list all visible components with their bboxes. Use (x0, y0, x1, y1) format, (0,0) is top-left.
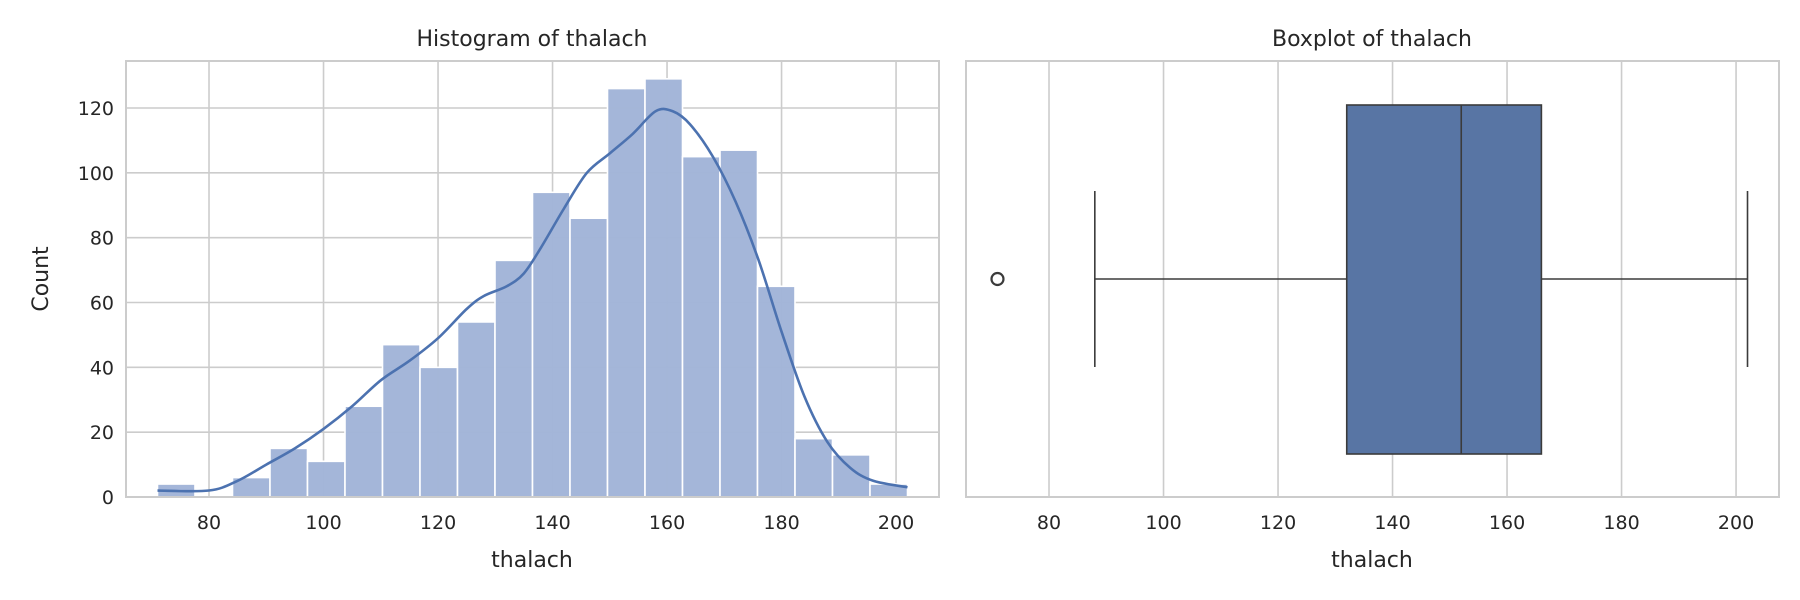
histogram-x-tick-label: 80 (197, 512, 221, 534)
histogram-bar (644, 78, 684, 498)
histogram-y-ticks: 0 20 40 60 80 100 120 (78, 98, 114, 509)
histogram-x-label: thalach (491, 548, 573, 573)
histogram-bars (156, 78, 909, 498)
histogram-y-label: Count (29, 246, 54, 312)
histogram-y-tick-label: 0 (102, 487, 114, 509)
histogram-y-tick-label: 60 (90, 293, 114, 315)
histogram-x-tick-label: 120 (420, 512, 456, 534)
histogram-x-tick-label: 180 (763, 512, 799, 534)
histogram-y-tick-label: 100 (78, 163, 114, 185)
histogram-y-tick-label: 120 (78, 98, 114, 120)
histogram-bar (344, 405, 384, 498)
histogram-bar (306, 460, 346, 498)
boxplot-x-label: thalach (1331, 548, 1413, 573)
boxplot-elements (990, 104, 1749, 455)
boxplot-box (1345, 104, 1543, 455)
histogram-bar (756, 285, 796, 498)
histogram-bar (269, 447, 309, 498)
histogram-bar (681, 155, 721, 498)
boxplot-x-ticks: 80 100 120 140 160 180 200 (1037, 512, 1754, 534)
boxplot-title: Boxplot of thalach (1272, 27, 1472, 52)
boxplot-x-tick-label: 100 (1145, 512, 1181, 534)
boxplot-x-tick-label: 120 (1260, 512, 1296, 534)
histogram-bar (794, 437, 834, 498)
histogram-kde-line (157, 107, 908, 493)
histogram-x-tick-label: 160 (649, 512, 685, 534)
boxplot-x-tick-label: 180 (1603, 512, 1639, 534)
histogram-frame (125, 60, 940, 498)
boxplot-x-tick-label: 140 (1374, 512, 1410, 534)
boxplot-x-tick-label: 80 (1037, 512, 1061, 534)
histogram-x-tick-label: 100 (305, 512, 341, 534)
histogram-bar (494, 259, 534, 498)
histogram-grid (126, 61, 939, 498)
boxplot-x-tick-label: 160 (1489, 512, 1525, 534)
boxplot-x-tick-label: 200 (1718, 512, 1754, 534)
histogram-title: Histogram of thalach (417, 27, 648, 52)
boxplot-panel: Boxplot of thalach 80 100 120 140 160 180 200 … (965, 27, 1780, 573)
boxplot-outlier (990, 271, 1005, 287)
histogram-y-tick-label: 80 (90, 228, 114, 250)
histogram-bar (569, 217, 609, 498)
histogram-x-tick-label: 200 (878, 512, 914, 534)
histogram-panel: Histogram of thalach 80 100 120 140 160 180 20… (29, 27, 940, 573)
histogram-x-ticks: 80 100 120 140 160 180 200 (197, 512, 914, 534)
histogram-bar (531, 191, 571, 498)
histogram-bar (419, 366, 459, 498)
histogram-y-tick-label: 20 (90, 422, 114, 444)
histogram-bar (606, 87, 646, 498)
histogram-bar (456, 321, 496, 498)
histogram-bar (719, 149, 759, 498)
boxplot-frame (965, 60, 1780, 498)
histogram-x-tick-label: 140 (534, 512, 570, 534)
histogram-y-tick-label: 40 (90, 357, 114, 379)
